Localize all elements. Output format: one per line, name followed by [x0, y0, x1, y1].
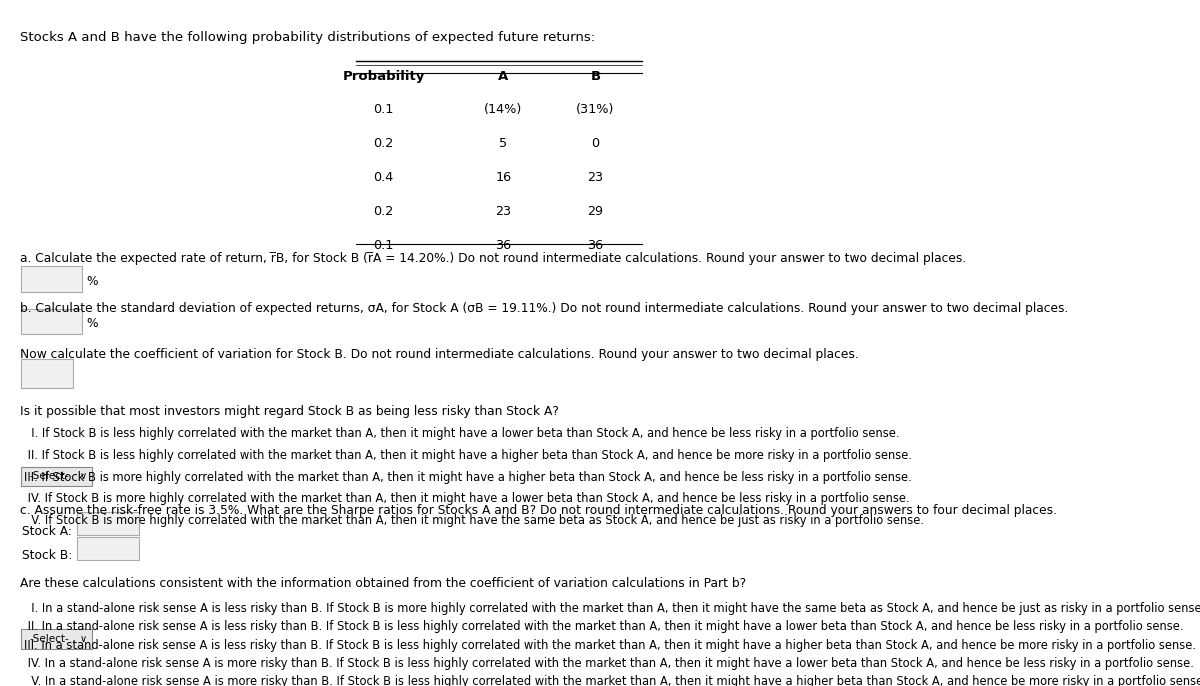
Text: 0.1: 0.1	[373, 103, 394, 116]
FancyBboxPatch shape	[77, 512, 139, 535]
Text: Stocks A and B have the following probability distributions of expected future r: Stocks A and B have the following probab…	[20, 31, 595, 44]
Text: 0.4: 0.4	[373, 171, 394, 184]
Text: b. Calculate the standard deviation of expected returns, σA, for Stock A (σB = 1: b. Calculate the standard deviation of e…	[20, 303, 1068, 316]
Text: IV. In a stand-alone risk sense A is more risky than B. If Stock B is less highl: IV. In a stand-alone risk sense A is mor…	[24, 657, 1194, 670]
Text: 0.1: 0.1	[373, 239, 394, 252]
Text: Now calculate the coefficient of variation for Stock B. Do not round intermediat: Now calculate the coefficient of variati…	[20, 348, 858, 362]
Text: 36: 36	[588, 239, 604, 252]
Text: I. If Stock B is less highly correlated with the market than A, then it might ha: I. If Stock B is less highly correlated …	[24, 427, 900, 440]
Text: ∨: ∨	[79, 471, 86, 482]
Text: 16: 16	[496, 171, 511, 184]
Text: IV. If Stock B is more highly correlated with the market than A, then it might h: IV. If Stock B is more highly correlated…	[24, 492, 910, 505]
Text: 5: 5	[499, 137, 508, 150]
Text: Stock B:: Stock B:	[22, 549, 72, 562]
Text: A: A	[498, 70, 509, 83]
Text: 23: 23	[496, 205, 511, 218]
Text: ∨: ∨	[79, 634, 86, 643]
FancyBboxPatch shape	[20, 266, 83, 292]
Text: -Select-: -Select-	[29, 634, 68, 643]
Text: V. In a stand-alone risk sense A is more risky than B. If Stock B is less highly: V. In a stand-alone risk sense A is more…	[24, 676, 1200, 686]
Text: V. If Stock B is more highly correlated with the market than A, then it might ha: V. If Stock B is more highly correlated …	[24, 514, 924, 527]
Text: 0: 0	[592, 137, 600, 150]
Text: Stock A:: Stock A:	[22, 525, 72, 538]
Text: %: %	[86, 275, 97, 288]
Text: a. Calculate the expected rate of return, r̅B, for Stock B (r̅A = 14.20%.) Do no: a. Calculate the expected rate of return…	[20, 252, 966, 265]
FancyBboxPatch shape	[77, 536, 139, 560]
Text: Probability: Probability	[342, 70, 425, 83]
Text: II. In a stand-alone risk sense A is less risky than B. If Stock B is less highl: II. In a stand-alone risk sense A is les…	[24, 620, 1184, 633]
Text: (31%): (31%)	[576, 103, 614, 116]
FancyBboxPatch shape	[20, 359, 73, 388]
FancyBboxPatch shape	[20, 466, 91, 486]
Text: 0.2: 0.2	[373, 205, 394, 218]
Text: %: %	[86, 317, 97, 330]
Text: Is it possible that most investors might regard Stock B as being less risky than: Is it possible that most investors might…	[20, 405, 559, 418]
Text: Are these calculations consistent with the information obtained from the coeffic: Are these calculations consistent with t…	[20, 577, 746, 590]
Text: B: B	[590, 70, 600, 83]
Text: 36: 36	[496, 239, 511, 252]
Text: 23: 23	[588, 171, 604, 184]
Text: 29: 29	[588, 205, 604, 218]
FancyBboxPatch shape	[20, 309, 83, 335]
Text: c. Assume the risk-free rate is 3.5%. What are the Sharpe ratios for Stocks A an: c. Assume the risk-free rate is 3.5%. Wh…	[20, 504, 1057, 517]
Text: -Select-: -Select-	[29, 471, 68, 482]
Text: 0.2: 0.2	[373, 137, 394, 150]
Text: III. In a stand-alone risk sense A is less risky than B. If Stock B is less high: III. In a stand-alone risk sense A is le…	[24, 639, 1196, 652]
Text: (14%): (14%)	[485, 103, 522, 116]
Text: III. If Stock B is more highly correlated with the market than A, then it might : III. If Stock B is more highly correlate…	[24, 471, 912, 484]
Text: II. If Stock B is less highly correlated with the market than A, then it might h: II. If Stock B is less highly correlated…	[24, 449, 912, 462]
FancyBboxPatch shape	[20, 629, 91, 648]
Text: I. In a stand-alone risk sense A is less risky than B. If Stock B is more highly: I. In a stand-alone risk sense A is less…	[24, 602, 1200, 615]
